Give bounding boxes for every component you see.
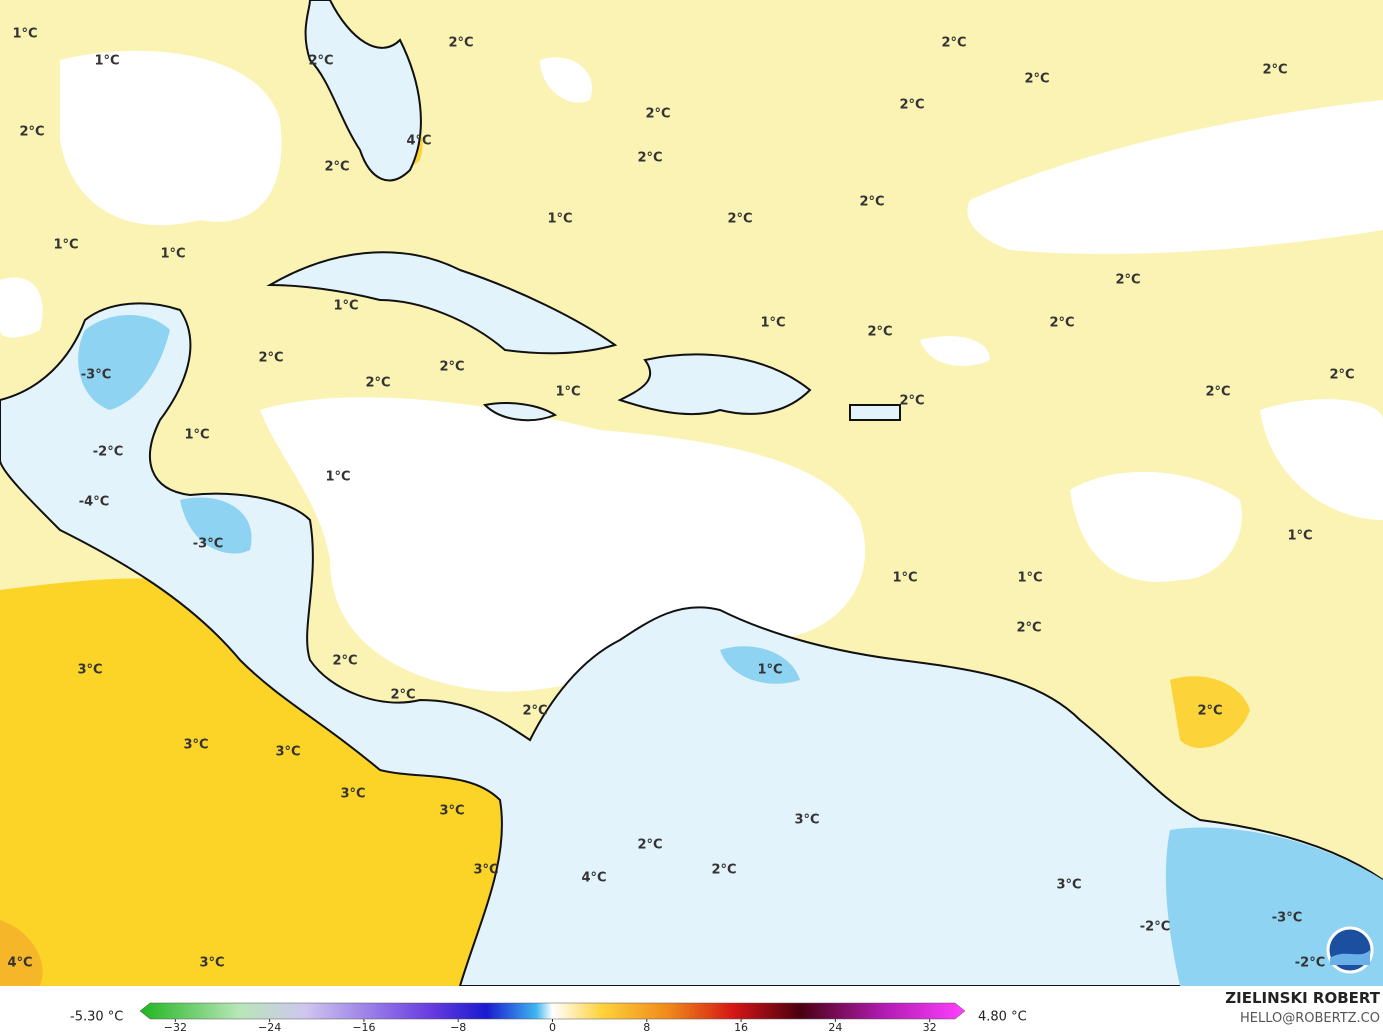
contour-label: 2°C: [637, 838, 662, 853]
contour-label: 2°C: [324, 160, 349, 175]
colorbar: [139, 1002, 966, 1020]
contour-label: 2°C: [899, 98, 924, 113]
contour-label: 2°C: [1205, 385, 1230, 400]
credit-site: HELLO@ROBERTZ.CO: [1240, 1011, 1380, 1026]
contour-label: 3°C: [1056, 878, 1081, 893]
colorbar-tick-label: −24: [258, 1021, 281, 1034]
contour-label: 1°C: [555, 385, 580, 400]
contour-label: 1°C: [757, 663, 782, 678]
contour-label: 1°C: [892, 571, 917, 586]
contour-label: 2°C: [899, 394, 924, 409]
contour-label: 2°C: [1115, 273, 1140, 288]
contour-label: 2°C: [258, 351, 283, 366]
contour-label: -3°C: [193, 537, 223, 552]
contour-label: 2°C: [859, 195, 884, 210]
colorbar-tick-label: 8: [643, 1021, 650, 1034]
contour-label: 3°C: [473, 863, 498, 878]
contour-label: 2°C: [1262, 63, 1287, 78]
contour-label: 2°C: [332, 654, 357, 669]
colorbar-tick-label: 24: [828, 1021, 842, 1034]
contour-label: 1°C: [333, 299, 358, 314]
colorbar-tick-label: −8: [450, 1021, 466, 1034]
contour-label: 4°C: [581, 871, 606, 886]
contour-label: 3°C: [439, 804, 464, 819]
contour-label: 2°C: [867, 325, 892, 340]
contour-label: 2°C: [365, 376, 390, 391]
contour-label: 1°C: [1287, 529, 1312, 544]
contour-label: -3°C: [1272, 911, 1302, 926]
colorbar-tick-label: −32: [164, 1021, 187, 1034]
contour-label: 2°C: [1024, 72, 1049, 87]
contour-label: 2°C: [390, 688, 415, 703]
contour-label: 4°C: [406, 134, 431, 149]
colorbar-min: -5.30 °C: [70, 1010, 123, 1025]
contour-label: 2°C: [941, 36, 966, 51]
contour-label: 1°C: [760, 316, 785, 331]
contour-label: 1°C: [547, 212, 572, 227]
contour-label: 3°C: [275, 745, 300, 760]
contour-label: 1°C: [184, 428, 209, 443]
contour-label: -4°C: [79, 495, 109, 510]
noaa-logo: [1326, 926, 1374, 974]
contour-label: 3°C: [183, 738, 208, 753]
colorbar-tick-label: 32: [923, 1021, 937, 1034]
contour-label: 2°C: [637, 151, 662, 166]
contour-label: 2°C: [711, 863, 736, 878]
contour-label: 1°C: [53, 238, 78, 253]
colorbar-tick-label: −16: [352, 1021, 375, 1034]
contour-label: 2°C: [448, 36, 473, 51]
contour-label: 2°C: [1016, 621, 1041, 636]
contour-label: 2°C: [439, 360, 464, 375]
contour-label: 1°C: [12, 27, 37, 42]
contour-label: 1°C: [325, 470, 350, 485]
contour-label: 3°C: [199, 956, 224, 971]
colorbar-tick-label: 16: [734, 1021, 748, 1034]
contour-label: 3°C: [340, 787, 365, 802]
contour-label: 3°C: [794, 813, 819, 828]
contour-label: 2°C: [645, 107, 670, 122]
contour-label: 2°C: [308, 54, 333, 69]
contour-label: -2°C: [93, 445, 123, 460]
contour-label: 1°C: [1017, 571, 1042, 586]
contour-label: 2°C: [1329, 368, 1354, 383]
contour-label: 3°C: [77, 663, 102, 678]
contour-label: 1°C: [160, 247, 185, 262]
contour-label: -2°C: [1140, 920, 1170, 935]
colorbar-max: 4.80 °C: [978, 1010, 1027, 1025]
contour-label: 2°C: [19, 125, 44, 140]
contour-label: 2°C: [727, 212, 752, 227]
contour-label: 2°C: [522, 704, 547, 719]
contour-label: 2°C: [1197, 704, 1222, 719]
contour-label: -2°C: [1295, 956, 1325, 971]
contour-label: 1°C: [94, 54, 119, 69]
contour-label: 2°C: [1049, 316, 1074, 331]
contour-label: 4°C: [7, 956, 32, 971]
colorbar-tick-label: 0: [549, 1021, 556, 1034]
credit-name: ZIELINSKI ROBERT: [1225, 989, 1380, 1007]
contour-label: -3°C: [81, 368, 111, 383]
